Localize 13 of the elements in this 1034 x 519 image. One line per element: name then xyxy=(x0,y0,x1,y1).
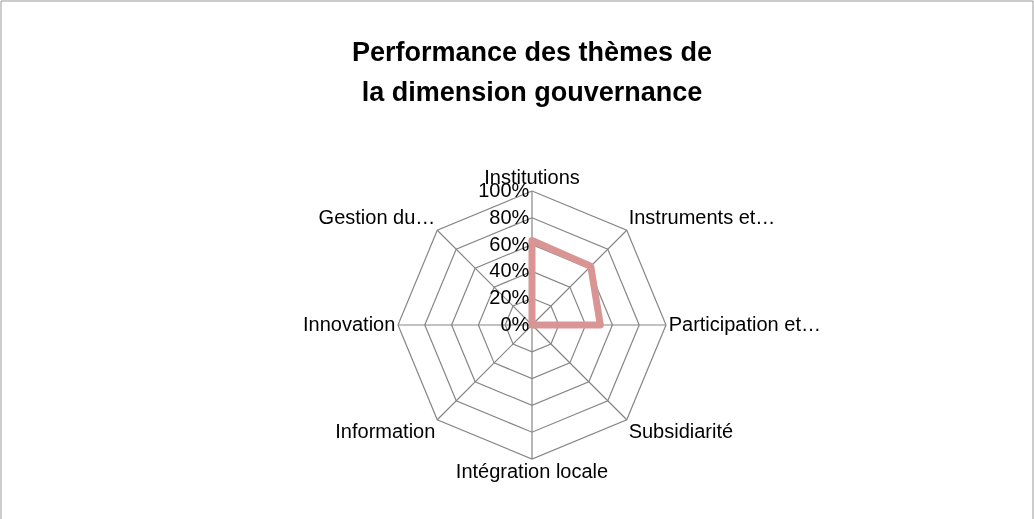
spoke-label: Information xyxy=(335,419,436,442)
spoke-label: Subsidiarité xyxy=(628,419,734,442)
chart-title: Performance des thèmes de la dimension gouvernance xyxy=(351,37,713,107)
y-tick-label: 20% xyxy=(489,286,530,309)
spoke-label: Participation et… xyxy=(668,313,821,335)
y-tick-label: 0% xyxy=(500,313,530,335)
spoke-label: Innovation xyxy=(303,313,396,335)
y-tick-label: 60% xyxy=(489,232,530,255)
y-tick-label: 80% xyxy=(489,205,530,228)
spoke-label: Gestion du… xyxy=(318,206,436,229)
y-tick-label: 40% xyxy=(489,259,530,282)
spoke-label: Instruments et… xyxy=(628,206,776,229)
spoke-label: Intégration locale xyxy=(455,459,609,482)
